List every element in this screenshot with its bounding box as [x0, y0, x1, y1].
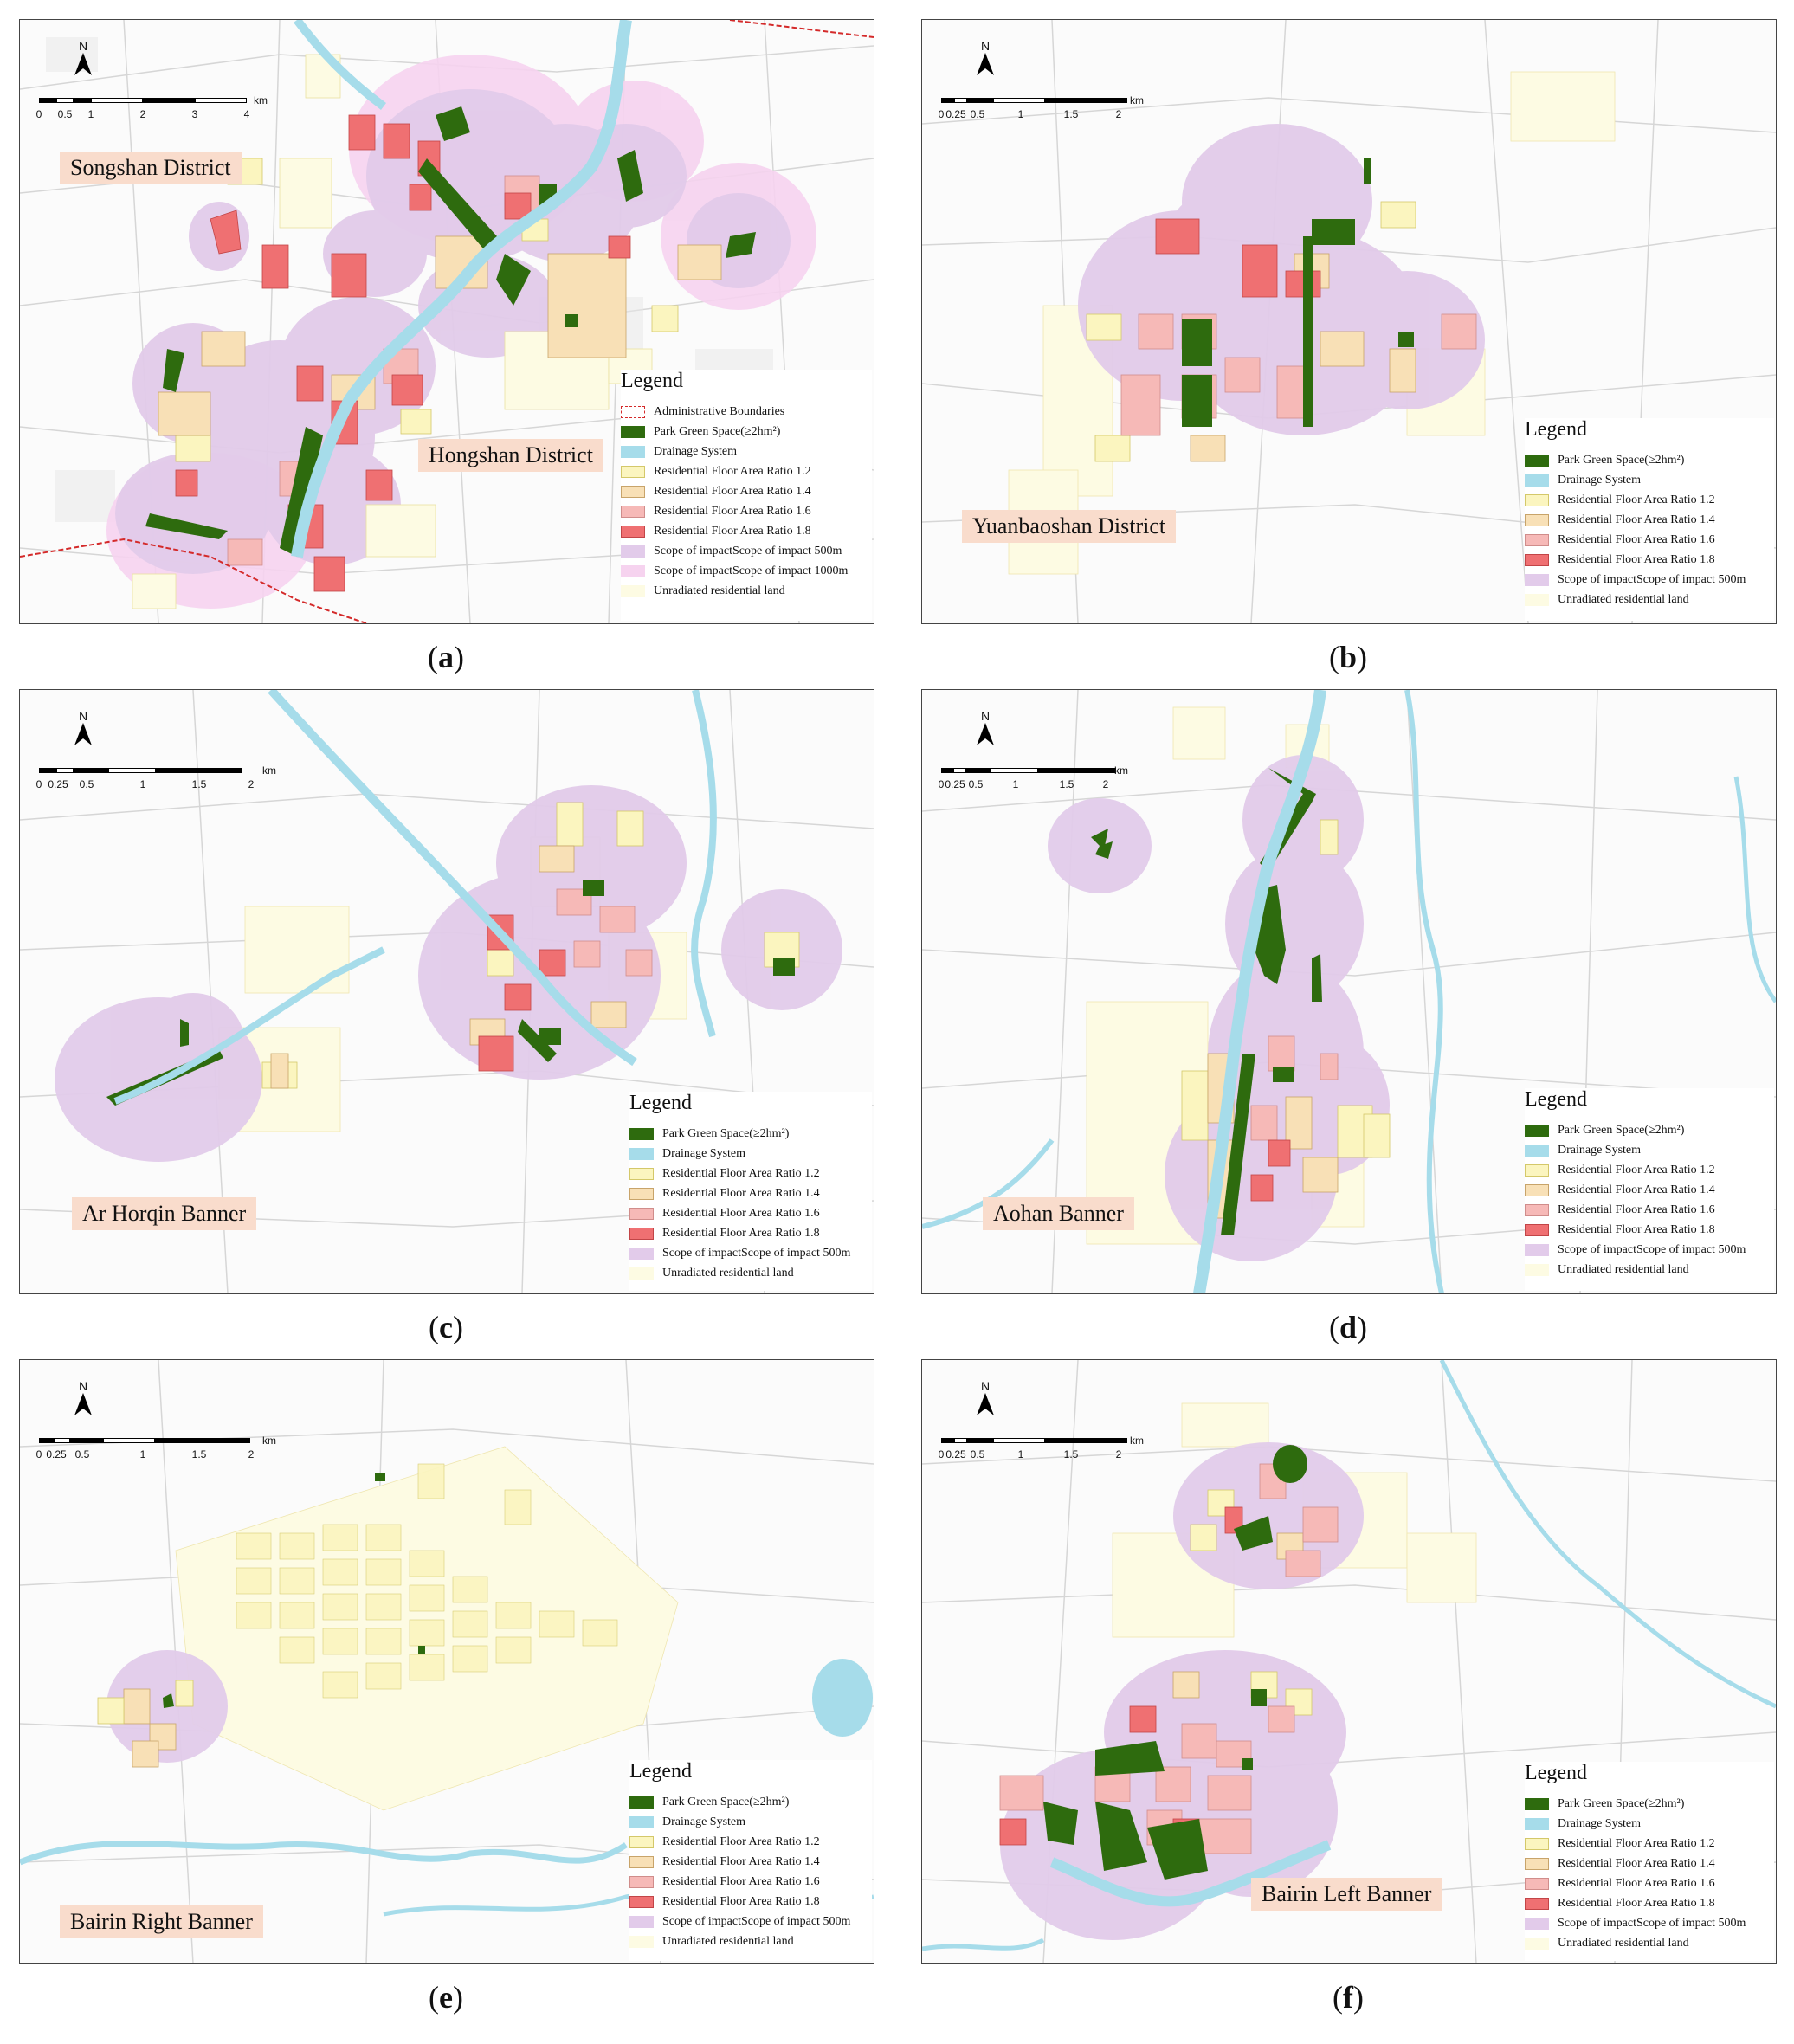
- legend-item-far18: Residential Floor Area Ratio 1.8: [1525, 1220, 1774, 1240]
- map-panel-c: N 0 0.25 0.5 1 1.5 2 km Ar Horqin Banner…: [19, 689, 874, 1294]
- legend-item-unradiated: Unradiated residential land: [1525, 1260, 1774, 1280]
- legend-item-far14: Residential Floor Area Ratio 1.4: [1525, 1180, 1774, 1200]
- map-panel-e: N 0 0.25 0.5 1 1.5 2 km Bairin Right Ban…: [19, 1359, 874, 1964]
- legend-item-far18: Residential Floor Area Ratio 1.8: [621, 521, 872, 541]
- legend-item-far12: Residential Floor Area Ratio 1.2: [1525, 1834, 1774, 1854]
- legend-item-drainage: Drainage System: [629, 1144, 872, 1164]
- legend-d: Legend Park Green Space(≥2hm²) Drainage …: [1525, 1088, 1774, 1291]
- legend-item-far12: Residential Floor Area Ratio 1.2: [629, 1164, 872, 1183]
- map-panel-f: N 0 0.25 0.5 1 1.5 2 km Bairin Left Bann…: [921, 1359, 1777, 1964]
- legend-item-park: Park Green Space(≥2hm²): [1525, 1120, 1774, 1140]
- legend-c: Legend Park Green Space(≥2hm²) Drainage …: [629, 1092, 872, 1291]
- legend-item-far16: Residential Floor Area Ratio 1.6: [629, 1203, 872, 1223]
- legend-item-park: Park Green Space(≥2hm²): [629, 1792, 872, 1812]
- map-panel-b: N 0 0.25 0.5 1 1.5 2 km Yuanbaoshan Dist…: [921, 19, 1777, 624]
- north-arrow-f: N: [972, 1379, 998, 1418]
- legend-item-far16: Residential Floor Area Ratio 1.6: [621, 501, 872, 521]
- legend-item-far16: Residential Floor Area Ratio 1.6: [629, 1872, 872, 1892]
- legend-title: Legend: [1525, 1762, 1587, 1784]
- north-arrow-c: N: [70, 709, 96, 748]
- district-label-bairin-right: Bairin Right Banner: [60, 1905, 263, 1938]
- legend-title: Legend: [629, 1760, 692, 1783]
- legend-item-drainage: Drainage System: [621, 442, 872, 461]
- legend-item-impact500: Scope of impactScope of impact 500m: [629, 1243, 872, 1263]
- legend-item-park: Park Green Space(≥2hm²): [1525, 1794, 1774, 1814]
- map-panel-a: N 0 0.5 1 2 3 4 km Songshan District Hon…: [19, 19, 874, 624]
- scale-bar-e: 0 0.25 0.5 1 1.5 2 km: [35, 1435, 276, 1460]
- scale-bar-b: 0 0.25 0.5 1 1.5 2 km: [938, 94, 1144, 120]
- legend-item-impact1000: Scope of impactScope of impact 1000m: [621, 561, 872, 581]
- legend-item-admin: Administrative Boundaries: [621, 402, 872, 422]
- map-b-basemap: [922, 20, 1776, 623]
- legend-a: Legend Administrative Boundaries Park Gr…: [621, 370, 872, 621]
- district-label-yuanbaoshan: Yuanbaoshan District: [962, 510, 1177, 543]
- north-arrow-a: N: [70, 39, 96, 78]
- legend-item-far14: Residential Floor Area Ratio 1.4: [629, 1183, 872, 1203]
- legend-item-impact500: Scope of impactScope of impact 500m: [1525, 570, 1774, 590]
- legend-item-drainage: Drainage System: [1525, 1814, 1774, 1834]
- legend-item-far16: Residential Floor Area Ratio 1.6: [1525, 530, 1774, 550]
- legend-title: Legend: [1525, 418, 1587, 441]
- legend-item-far14: Residential Floor Area Ratio 1.4: [621, 481, 872, 501]
- legend-item-drainage: Drainage System: [1525, 470, 1774, 490]
- scale-bar-f: 0 0.25 0.5 1 1.5 2 km: [938, 1435, 1144, 1460]
- legend-item-far18: Residential Floor Area Ratio 1.8: [629, 1223, 872, 1243]
- legend-item-unradiated: Unradiated residential land: [629, 1931, 872, 1951]
- legend-item-far18: Residential Floor Area Ratio 1.8: [1525, 1893, 1774, 1913]
- legend-item-impact500: Scope of impactScope of impact 500m: [629, 1912, 872, 1931]
- legend-item-far12: Residential Floor Area Ratio 1.2: [621, 461, 872, 481]
- district-label-aohan: Aohan Banner: [983, 1197, 1134, 1230]
- scale-bar-d: 0 0.25 0.5 1 1.5 2 km: [938, 764, 1128, 790]
- north-arrow-b: N: [972, 39, 998, 78]
- legend-item-far16: Residential Floor Area Ratio 1.6: [1525, 1200, 1774, 1220]
- caption-d: (d): [1328, 1310, 1368, 1344]
- district-label-ar-horqin: Ar Horqin Banner: [72, 1197, 257, 1230]
- legend-item-park: Park Green Space(≥2hm²): [621, 422, 872, 442]
- map-e-basemap: [20, 1360, 874, 1963]
- legend-e: Legend Park Green Space(≥2hm²) Drainage …: [629, 1760, 872, 1961]
- legend-item-far18: Residential Floor Area Ratio 1.8: [629, 1892, 872, 1912]
- legend-item-impact500: Scope of impactScope of impact 500m: [1525, 1913, 1774, 1933]
- caption-c: (c): [429, 1310, 463, 1344]
- north-arrow-d: N: [972, 709, 998, 748]
- legend-item-far18: Residential Floor Area Ratio 1.8: [1525, 550, 1774, 570]
- legend-item-impact500: Scope of impactScope of impact 500m: [621, 541, 872, 561]
- map-f-basemap: [922, 1360, 1776, 1963]
- district-label-hongshan: Hongshan District: [418, 439, 603, 472]
- legend-item-park: Park Green Space(≥2hm²): [629, 1124, 872, 1144]
- legend-item-far12: Residential Floor Area Ratio 1.2: [629, 1832, 872, 1852]
- legend-item-unradiated: Unradiated residential land: [621, 581, 872, 601]
- legend-item-impact500: Scope of impactScope of impact 500m: [1525, 1240, 1774, 1260]
- legend-title: Legend: [621, 370, 683, 392]
- legend-item-drainage: Drainage System: [629, 1812, 872, 1832]
- legend-item-park: Park Green Space(≥2hm²): [1525, 450, 1774, 470]
- district-label-bairin-left: Bairin Left Banner: [1251, 1878, 1442, 1911]
- legend-item-far14: Residential Floor Area Ratio 1.4: [1525, 510, 1774, 530]
- legend-item-far12: Residential Floor Area Ratio 1.2: [1525, 1160, 1774, 1180]
- map-panel-d: N 0 0.25 0.5 1 1.5 2 km Aohan Banner Leg…: [921, 689, 1777, 1294]
- north-arrow-e: N: [70, 1379, 96, 1418]
- caption-f: (f): [1333, 1980, 1364, 2015]
- scale-bar-c: 0 0.25 0.5 1 1.5 2 km: [35, 764, 276, 790]
- caption-a: (a): [428, 640, 464, 674]
- legend-item-unradiated: Unradiated residential land: [629, 1263, 872, 1283]
- legend-item-unradiated: Unradiated residential land: [1525, 590, 1774, 609]
- scale-bar-a: 0 0.5 1 2 3 4 km: [35, 94, 268, 120]
- legend-item-far12: Residential Floor Area Ratio 1.2: [1525, 490, 1774, 510]
- legend-title: Legend: [1525, 1088, 1587, 1111]
- legend-item-far16: Residential Floor Area Ratio 1.6: [1525, 1873, 1774, 1893]
- caption-b: (b): [1328, 640, 1368, 674]
- legend-item-drainage: Drainage System: [1525, 1140, 1774, 1160]
- legend-item-far14: Residential Floor Area Ratio 1.4: [629, 1852, 872, 1872]
- legend-item-far14: Residential Floor Area Ratio 1.4: [1525, 1854, 1774, 1873]
- legend-item-unradiated: Unradiated residential land: [1525, 1933, 1774, 1953]
- map-a-basemap: [20, 20, 874, 623]
- legend-b: Legend Park Green Space(≥2hm²) Drainage …: [1525, 418, 1774, 621]
- caption-e: (e): [429, 1980, 463, 2015]
- legend-title: Legend: [629, 1092, 692, 1114]
- legend-f: Legend Park Green Space(≥2hm²) Drainage …: [1525, 1762, 1774, 1961]
- district-label-songshan: Songshan District: [60, 152, 242, 184]
